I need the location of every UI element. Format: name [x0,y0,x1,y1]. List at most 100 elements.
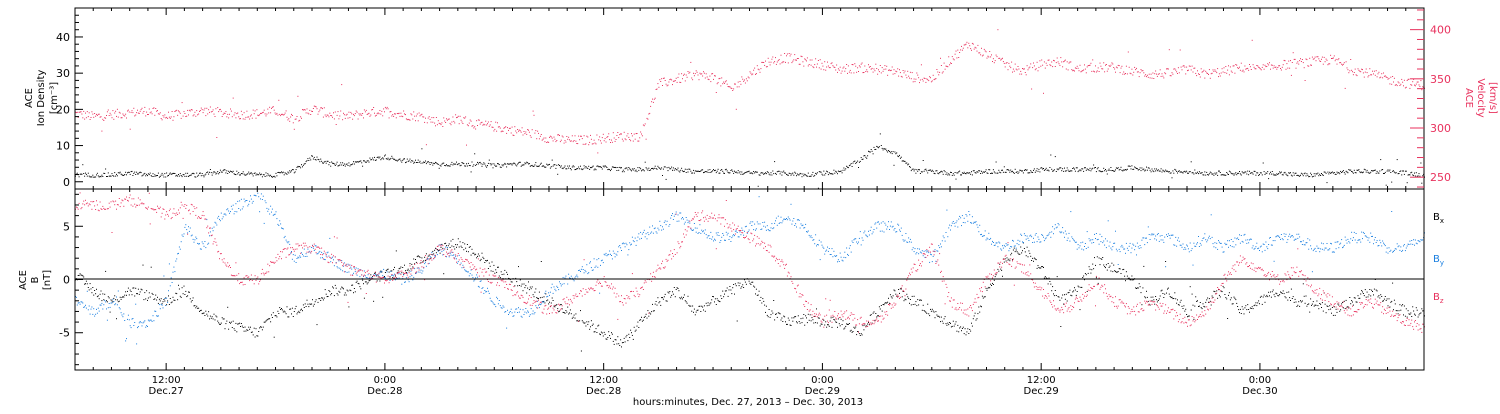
velocity-series-point [800,55,802,57]
bx-series-point [1041,266,1043,267]
bx-series-point [638,327,640,328]
velocity-series-point [473,127,475,129]
density-series-point [872,153,874,155]
velocity-series-point [119,112,121,114]
density-series-point [807,172,809,174]
density-series-point [367,160,369,162]
velocity-series-point [677,76,679,78]
velocity-series-point [669,79,671,81]
density-series-point [1259,172,1261,174]
velocity-series-point [1092,59,1094,61]
bx-series-point [160,298,162,300]
bx-series-point [1055,295,1057,296]
bx-series-point [1161,289,1163,291]
velocity-series-point [679,81,681,83]
velocity-series-point [497,122,498,124]
bx-series-point [739,282,741,284]
density-series-point [969,172,971,174]
density-series-point [533,165,535,167]
bx-series-point [842,320,844,322]
velocity-series-point [1022,68,1024,70]
by-series-point [366,277,368,279]
velocity-series-point [1348,72,1350,74]
density-series-point [1129,165,1131,167]
density-series-point [1420,162,1422,164]
by-series-point [421,272,423,274]
bx-series-point [266,319,268,321]
bx-series-point [878,315,879,317]
velocity-series-point [971,42,973,44]
velocity-series-point [1358,69,1360,71]
bx-series-point [79,273,81,275]
velocity-series-point [288,118,290,120]
bx-series-point [672,291,673,293]
velocity-series-point [368,112,370,114]
bx-series-point [1044,276,1046,278]
density-series-point [188,175,189,177]
velocity-series-point [991,54,992,56]
velocity-series-point [632,140,634,142]
by-series-point [530,308,532,310]
by-series-point [301,252,302,254]
density-series-point [418,162,420,163]
velocity-series-point [308,113,310,115]
density-series-point [1069,170,1071,172]
by-series-point [104,300,106,302]
bx-series-point [947,322,949,324]
bx-series-point [819,325,821,327]
velocity-series-point [1239,69,1241,71]
bx-series-point [979,311,981,313]
density-series-point [108,175,110,177]
velocity-series-point [151,113,153,115]
density-series-point [273,175,275,177]
velocity-series-point [886,65,888,67]
velocity-series-point [830,63,832,65]
velocity-series-point [771,58,773,60]
density-series-point [299,166,301,167]
density-series-point [1184,170,1186,172]
velocity-series-point [126,117,127,119]
by-series-point [330,261,332,263]
bx-series-point [1299,305,1301,307]
velocity-series-point [1031,88,1033,90]
density-series-point [1213,174,1215,176]
velocity-series-point [1417,81,1419,83]
density-series-point [1223,174,1225,176]
bx-series-point [1261,303,1263,305]
velocity-series-point [870,68,872,70]
density-series-point [1105,170,1107,172]
density-series-point [1146,169,1148,171]
bx-series-point [379,280,381,282]
density-series-point [552,165,554,167]
density-series-point [861,159,863,160]
density-series-point [79,173,81,175]
bx-series-point [244,326,246,328]
velocity-series-point [670,78,672,80]
bx-series-point [113,297,115,299]
velocity-series-point [383,108,385,110]
velocity-series-point [919,79,921,81]
density-series-point [164,173,166,175]
velocity-series-point [1001,58,1003,60]
density-series-point [408,160,410,162]
bx-series-point [688,304,690,306]
bx-series-point [837,326,838,328]
by-series-point [440,244,442,246]
bx-series-point [324,289,326,291]
velocity-series-point [880,72,882,74]
density-series-point [570,169,572,171]
bx-series-point [901,296,903,298]
velocity-series-point [190,109,192,110]
bx-series-point [535,288,537,290]
by-series-point [79,303,81,305]
density-series-point [191,173,193,175]
velocity-series-point [749,71,751,73]
density-series-point [999,171,1001,173]
density-series-point [789,173,791,174]
density-series-point [1355,172,1357,174]
velocity-series-point [1176,71,1178,73]
density-series-point [816,173,817,175]
velocity-series-point [739,81,741,82]
density-series-point [313,156,315,158]
velocity-series-point [1063,61,1065,63]
